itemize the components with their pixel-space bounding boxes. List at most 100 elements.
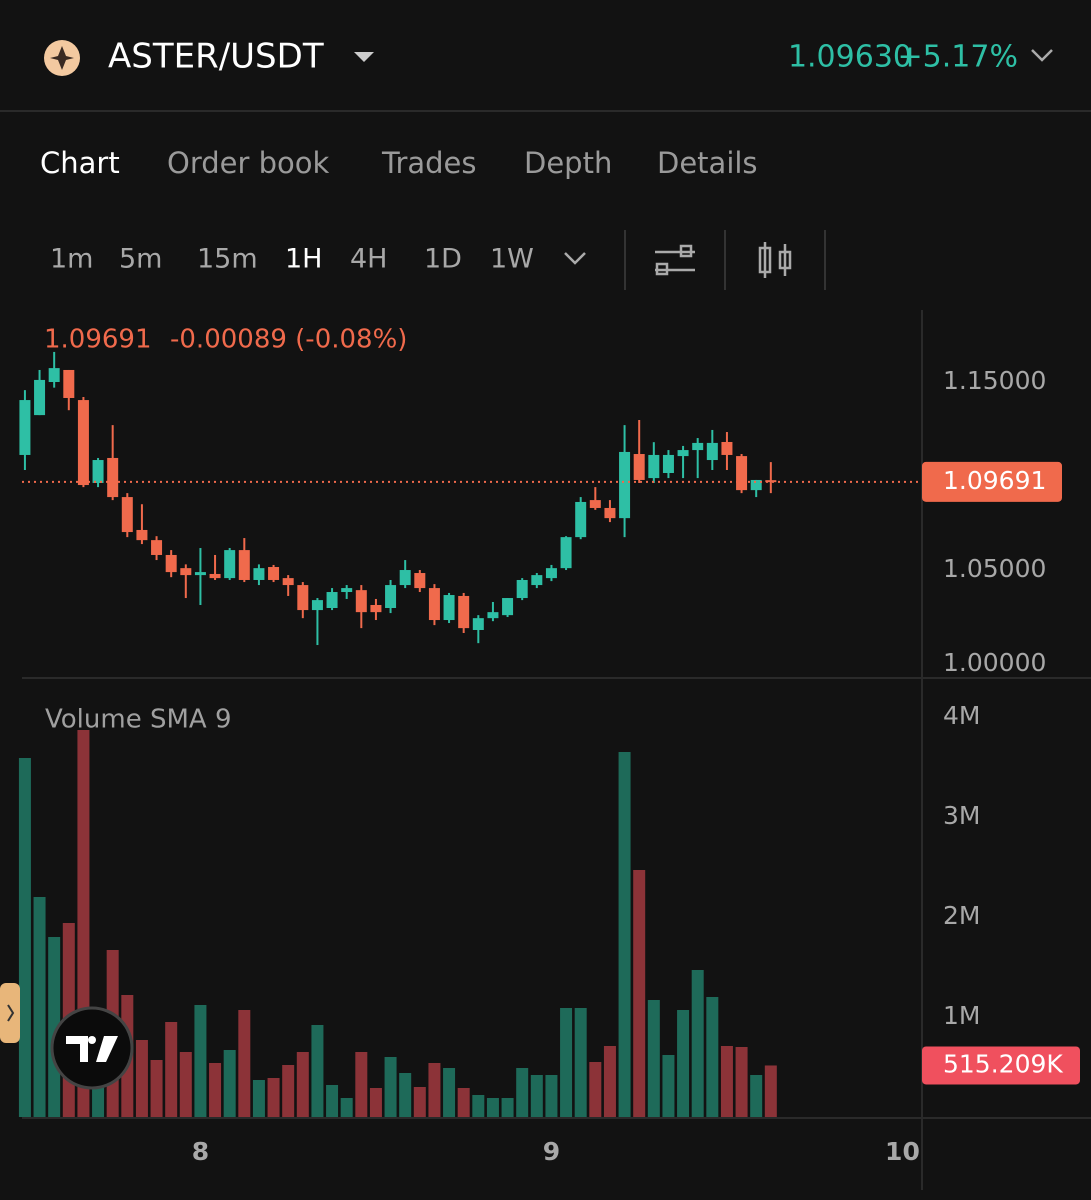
candle-body — [648, 454, 660, 479]
candle-body — [370, 604, 382, 613]
volume-bar — [413, 1087, 426, 1117]
candle-body — [194, 572, 206, 576]
volume-bar — [355, 1052, 368, 1117]
volume-bar — [267, 1078, 280, 1117]
volume-bar — [33, 897, 46, 1117]
more-intervals[interactable] — [564, 252, 586, 265]
volume-bar — [135, 1040, 148, 1117]
tab[interactable]: Details — [657, 146, 758, 180]
candle-body — [736, 456, 748, 491]
candle-body — [311, 600, 323, 611]
volume-bar — [662, 1055, 675, 1117]
candle-body — [209, 573, 221, 579]
last-price-label: 1.09691 — [943, 466, 1046, 495]
candle-body — [151, 540, 163, 555]
candle-body — [662, 454, 674, 474]
volume-bar — [516, 1068, 529, 1117]
volume-bar — [501, 1098, 514, 1117]
volume-bar — [706, 997, 719, 1117]
candle-body — [692, 442, 704, 451]
volume-bar — [194, 1005, 207, 1117]
tv-logo-dot — [88, 1036, 96, 1044]
interval[interactable]: 1W — [490, 244, 534, 275]
candle-body — [385, 585, 397, 608]
tv-logo-mark — [66, 1036, 118, 1062]
candle-body — [355, 590, 367, 613]
x-tick-label: 10 — [885, 1137, 920, 1166]
volume-bar — [472, 1095, 485, 1117]
y-tick-label: 1.00000 — [943, 648, 1046, 677]
volume-bar — [457, 1088, 470, 1117]
volume-bar — [560, 1008, 573, 1117]
y-tick-label: 2M — [943, 901, 980, 930]
volume-bar — [165, 1022, 178, 1117]
interval[interactable]: 1H — [285, 244, 322, 275]
volume-bar — [647, 1000, 660, 1117]
candle-body — [721, 441, 733, 455]
volume-bar — [764, 1065, 777, 1117]
volume-bar — [633, 870, 646, 1117]
volume-bar — [691, 970, 704, 1117]
candle-body — [619, 451, 631, 519]
volume-bar — [252, 1080, 265, 1117]
candle-body — [706, 442, 718, 461]
volume-bar — [296, 1052, 309, 1117]
side-handle[interactable] — [0, 983, 20, 1043]
candle-body — [677, 450, 689, 457]
candle-body — [443, 595, 455, 621]
price-dropdown[interactable] — [1031, 49, 1053, 62]
volume-bar — [48, 937, 61, 1117]
pair-dropdown[interactable] — [354, 52, 374, 62]
volume-bar — [574, 1008, 587, 1117]
candle-body — [268, 567, 280, 580]
interval[interactable]: 1m — [50, 244, 93, 275]
indicator-button[interactable] — [655, 244, 695, 276]
volume-label: 515.209K — [943, 1049, 1063, 1078]
volume-tag — [922, 1046, 1080, 1085]
candle-body — [575, 501, 587, 538]
tab[interactable]: Trades — [381, 146, 477, 180]
tab[interactable]: Order book — [167, 146, 330, 180]
pair[interactable]: ASTER/USDT — [108, 37, 324, 77]
candle-body — [48, 368, 60, 383]
volume-bar — [384, 1057, 397, 1117]
candle-body — [487, 612, 499, 619]
candle-body — [765, 480, 777, 483]
volume-bar — [18, 758, 31, 1117]
interval[interactable]: 4H — [350, 244, 387, 275]
x-tick-label: 9 — [543, 1137, 560, 1166]
volume-title: Volume SMA 9 — [45, 705, 232, 735]
candle-body — [121, 497, 133, 533]
candle-body — [560, 537, 572, 569]
candle-body — [180, 568, 192, 576]
candle-body — [19, 400, 31, 455]
candle-body — [341, 588, 353, 593]
volume-bar — [750, 1075, 763, 1117]
candle-body — [107, 457, 119, 498]
volume-bar — [223, 1050, 236, 1117]
candle-body — [428, 588, 440, 621]
candle-body — [238, 550, 250, 580]
price: 1.09630 — [788, 40, 912, 75]
interval[interactable]: 1D — [424, 244, 462, 275]
tv-logo[interactable] — [50, 1006, 134, 1090]
candle-body — [531, 575, 543, 586]
interval[interactable]: 5m — [119, 244, 162, 275]
volume-bar — [428, 1063, 441, 1117]
candle-body — [633, 454, 645, 480]
candle-body — [502, 598, 514, 616]
side-handle-arrow — [7, 1004, 15, 1022]
chart-type-button[interactable] — [758, 242, 792, 278]
candle-body — [326, 592, 338, 608]
volume-bar — [326, 1085, 339, 1117]
tab[interactable]: Depth — [524, 146, 612, 180]
candle-body — [472, 618, 484, 630]
volume-bar — [735, 1047, 748, 1117]
interval[interactable]: 15m — [197, 244, 258, 275]
volume-bar — [369, 1088, 382, 1117]
tab[interactable]: Chart — [40, 146, 120, 180]
y-tick-label: 3M — [943, 801, 980, 830]
candle-body — [414, 573, 426, 589]
